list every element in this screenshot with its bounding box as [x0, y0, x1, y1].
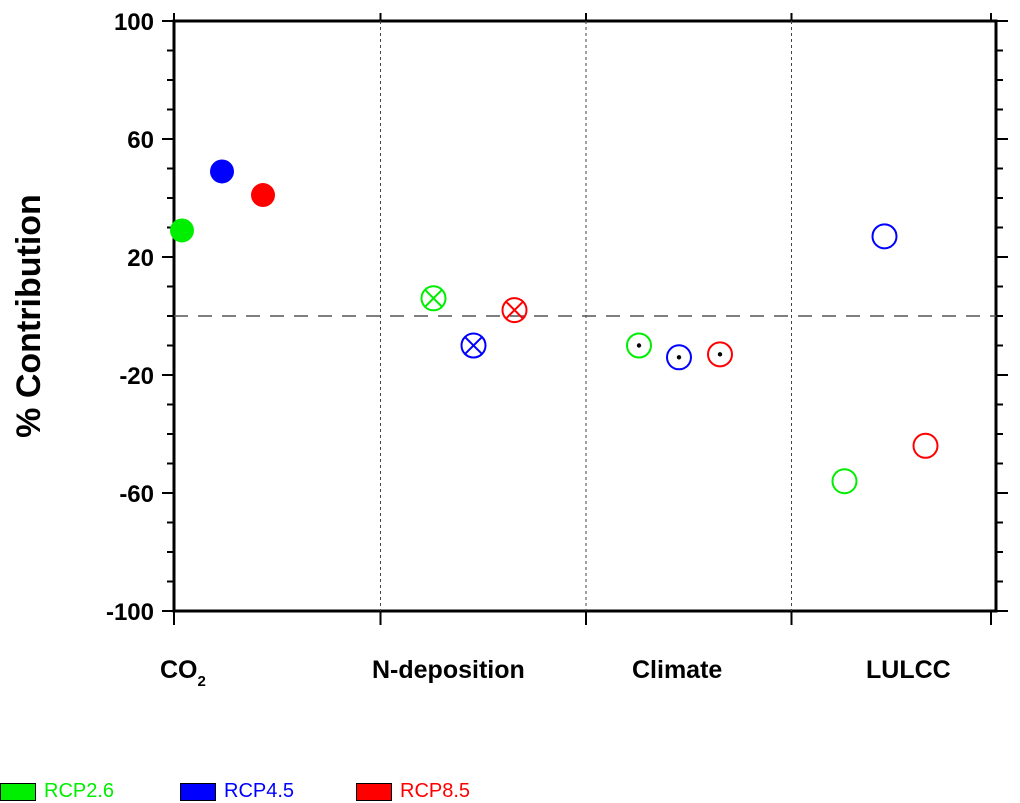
legend-label: RCP2.6 [44, 780, 115, 802]
point-marker [912, 432, 939, 459]
data-point-rcp45-2 [666, 344, 692, 371]
point-dot [717, 352, 723, 357]
chart: 100 60 20 -20 -60 -100 CO2 N-deposition Climate… [10, 9, 1008, 690]
category-label: CO2 [160, 656, 206, 690]
y-tick-label: -60 [119, 481, 154, 508]
data-points [170, 159, 939, 495]
point-marker [501, 297, 528, 324]
y-ticks: 100 60 20 -20 -60 -100 [106, 9, 1008, 626]
data-point-rcp26-3 [831, 468, 858, 495]
point-marker [170, 218, 194, 243]
category-label: Climate [632, 656, 722, 684]
point-marker [666, 344, 692, 371]
point-dot [636, 343, 642, 348]
point-cross [424, 289, 443, 308]
point-marker [210, 159, 234, 184]
point-marker [831, 468, 858, 495]
y-tick-label: 20 [127, 245, 154, 272]
data-point-rcp85-3 [912, 432, 939, 459]
data-point-rcp45-0 [210, 159, 234, 184]
category-labels: CO2 N-deposition Climate LULCC [160, 656, 951, 690]
data-point-rcp85-0 [251, 183, 275, 208]
point-marker [460, 332, 487, 359]
point-marker [626, 332, 652, 359]
point-marker [707, 341, 733, 368]
legend-label: RCP4.5 [224, 780, 295, 802]
legend-swatch [0, 782, 36, 801]
data-point-rcp45-1 [460, 332, 487, 359]
y-tick-label: -20 [119, 363, 154, 390]
point-cross [505, 301, 524, 320]
data-point-rcp45-3 [871, 223, 898, 250]
point-marker [871, 223, 898, 250]
data-point-rcp85-1 [501, 297, 528, 324]
data-point-rcp26-1 [420, 285, 447, 312]
legend-item: RCP2.6 [0, 780, 114, 803]
legend-item: RCP4.5 [180, 780, 294, 803]
legend-item: RCP8.5 [356, 780, 470, 803]
legend-swatch [180, 782, 216, 801]
legend-label: RCP8.5 [400, 780, 471, 802]
chart-axes [172, 19, 998, 613]
category-label: N-deposition [372, 656, 525, 684]
data-point-rcp26-2 [626, 332, 652, 359]
y-tick-label: 60 [127, 127, 154, 154]
point-cross [464, 336, 483, 355]
point-marker [251, 183, 275, 208]
y-axis-label: % Contribution [10, 194, 48, 438]
legend-swatch [356, 782, 392, 801]
point-marker [420, 285, 447, 312]
y-tick-label: -100 [106, 599, 154, 626]
data-point-rcp26-0 [170, 218, 194, 243]
data-point-rcp85-2 [707, 341, 733, 368]
y-tick-label: 100 [114, 9, 154, 36]
point-dot [676, 355, 682, 360]
category-label: LULCC [866, 656, 951, 684]
